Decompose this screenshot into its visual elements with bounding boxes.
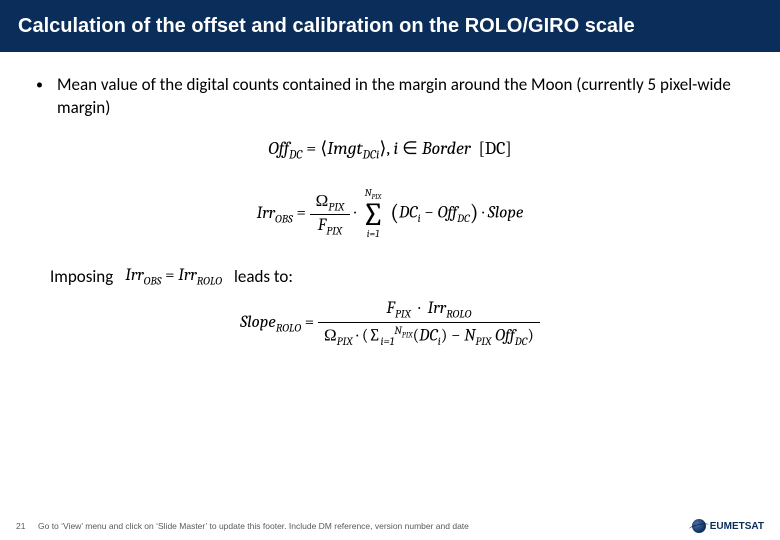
eq1-lhs: OffDC xyxy=(268,138,302,159)
page-number: 21 xyxy=(16,521,38,531)
equation-offset: OffDC = ⟨ImgtDCi⟩, i ∈ Border [DC] xyxy=(32,138,748,163)
leadsto-word: leads to: xyxy=(234,266,293,287)
slide-content: • Mean value of the digital counts conta… xyxy=(0,52,780,348)
eq2-fraction: ΩPIX FPIX xyxy=(310,191,351,238)
bullet-marker: • xyxy=(32,74,43,96)
eq2-lhs: IrrOBS xyxy=(257,204,293,223)
inline-equation: IrrOBS = IrrROLO xyxy=(125,266,222,287)
equation-irradiance: IrrOBS = ΩPIX FPIX · NPIX ∑ i=1 (DCi − O… xyxy=(32,188,748,239)
globe-icon xyxy=(692,519,706,533)
bullet-text: Mean value of the digital counts contain… xyxy=(57,74,748,120)
imposing-line: Imposing IrrOBS = IrrROLO leads to: xyxy=(32,266,748,287)
bullet-item: • Mean value of the digital counts conta… xyxy=(32,74,748,120)
eq2-sum: NPIX ∑ i=1 xyxy=(362,188,385,239)
title-bar: Calculation of the offset and calibratio… xyxy=(0,0,780,52)
footer-text: Go to ‘View’ menu and click on ‘Slide Ma… xyxy=(38,521,692,531)
imposing-word: Imposing xyxy=(50,266,113,287)
eq3-lhs: SlopeROLO xyxy=(240,313,301,332)
footer: 21 Go to ‘View’ menu and click on ‘Slide… xyxy=(0,512,780,540)
logo-text: EUMETSAT xyxy=(710,521,764,532)
eumetsat-logo: EUMETSAT xyxy=(692,519,764,533)
equation-slope: SlopeROLO = FPIX · IrrROLO ΩPIX · (∑i=1N… xyxy=(32,299,748,347)
eq1-unit: [DC] xyxy=(479,138,512,159)
slide-title: Calculation of the offset and calibratio… xyxy=(18,15,635,38)
eq3-fraction: FPIX · IrrROLO ΩPIX · (∑i=1NPIX(DCi) − N… xyxy=(318,299,540,347)
